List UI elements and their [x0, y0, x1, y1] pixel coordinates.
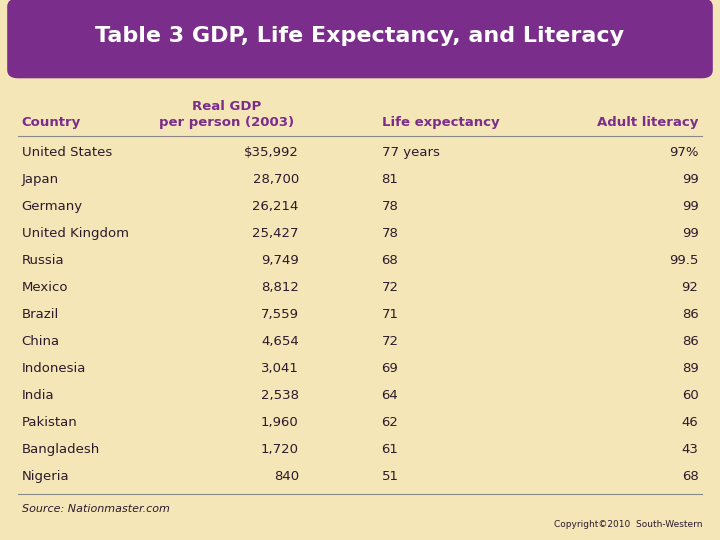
Text: Mexico: Mexico [22, 281, 68, 294]
Text: Country: Country [22, 116, 81, 129]
Text: 78: 78 [382, 200, 398, 213]
Text: Bangladesh: Bangladesh [22, 443, 100, 456]
Text: 61: 61 [382, 443, 398, 456]
Text: 99.5: 99.5 [669, 254, 698, 267]
Text: Adult literacy: Adult literacy [597, 116, 698, 129]
Text: 69: 69 [382, 362, 398, 375]
Text: Real GDP: Real GDP [192, 100, 261, 113]
Text: 840: 840 [274, 470, 299, 483]
FancyBboxPatch shape [7, 0, 713, 78]
Text: 81: 81 [382, 173, 398, 186]
Text: 99: 99 [682, 200, 698, 213]
Text: 92: 92 [682, 281, 698, 294]
Text: 1,720: 1,720 [261, 443, 299, 456]
Text: 25,427: 25,427 [252, 227, 299, 240]
Text: Copyright©2010  South-Western: Copyright©2010 South-Western [554, 520, 702, 529]
Text: 46: 46 [682, 416, 698, 429]
Text: Brazil: Brazil [22, 308, 59, 321]
Text: 71: 71 [382, 308, 399, 321]
Text: 26,214: 26,214 [253, 200, 299, 213]
Text: 72: 72 [382, 281, 399, 294]
Text: Table 3 GDP, Life Expectancy, and Literacy: Table 3 GDP, Life Expectancy, and Litera… [96, 25, 624, 46]
Text: Japan: Japan [22, 173, 59, 186]
Text: 78: 78 [382, 227, 398, 240]
Text: Pakistan: Pakistan [22, 416, 77, 429]
Text: Source: Nationmaster.com: Source: Nationmaster.com [22, 504, 169, 515]
Text: Russia: Russia [22, 254, 64, 267]
Text: Indonesia: Indonesia [22, 362, 86, 375]
Text: 64: 64 [382, 389, 398, 402]
Text: 51: 51 [382, 470, 399, 483]
Text: 3,041: 3,041 [261, 362, 299, 375]
Text: 86: 86 [682, 308, 698, 321]
Text: Germany: Germany [22, 200, 83, 213]
Text: 1,960: 1,960 [261, 416, 299, 429]
Text: 99: 99 [682, 173, 698, 186]
Text: $35,992: $35,992 [244, 146, 299, 159]
Text: United Kingdom: United Kingdom [22, 227, 129, 240]
Text: 72: 72 [382, 335, 399, 348]
Text: 4,654: 4,654 [261, 335, 299, 348]
Text: Nigeria: Nigeria [22, 470, 69, 483]
Text: United States: United States [22, 146, 112, 159]
Text: per person (2003): per person (2003) [159, 116, 294, 129]
Text: 68: 68 [382, 254, 398, 267]
Text: 77 years: 77 years [382, 146, 439, 159]
Text: 62: 62 [382, 416, 398, 429]
Text: 68: 68 [682, 470, 698, 483]
Text: 9,749: 9,749 [261, 254, 299, 267]
Text: China: China [22, 335, 60, 348]
Text: 28,700: 28,700 [253, 173, 299, 186]
Text: 7,559: 7,559 [261, 308, 299, 321]
Text: 86: 86 [682, 335, 698, 348]
Text: India: India [22, 389, 54, 402]
Text: 89: 89 [682, 362, 698, 375]
Text: Life expectancy: Life expectancy [382, 116, 499, 129]
Text: 2,538: 2,538 [261, 389, 299, 402]
Text: 8,812: 8,812 [261, 281, 299, 294]
Text: 99: 99 [682, 227, 698, 240]
Text: 43: 43 [682, 443, 698, 456]
Text: 60: 60 [682, 389, 698, 402]
Text: 97%: 97% [669, 146, 698, 159]
